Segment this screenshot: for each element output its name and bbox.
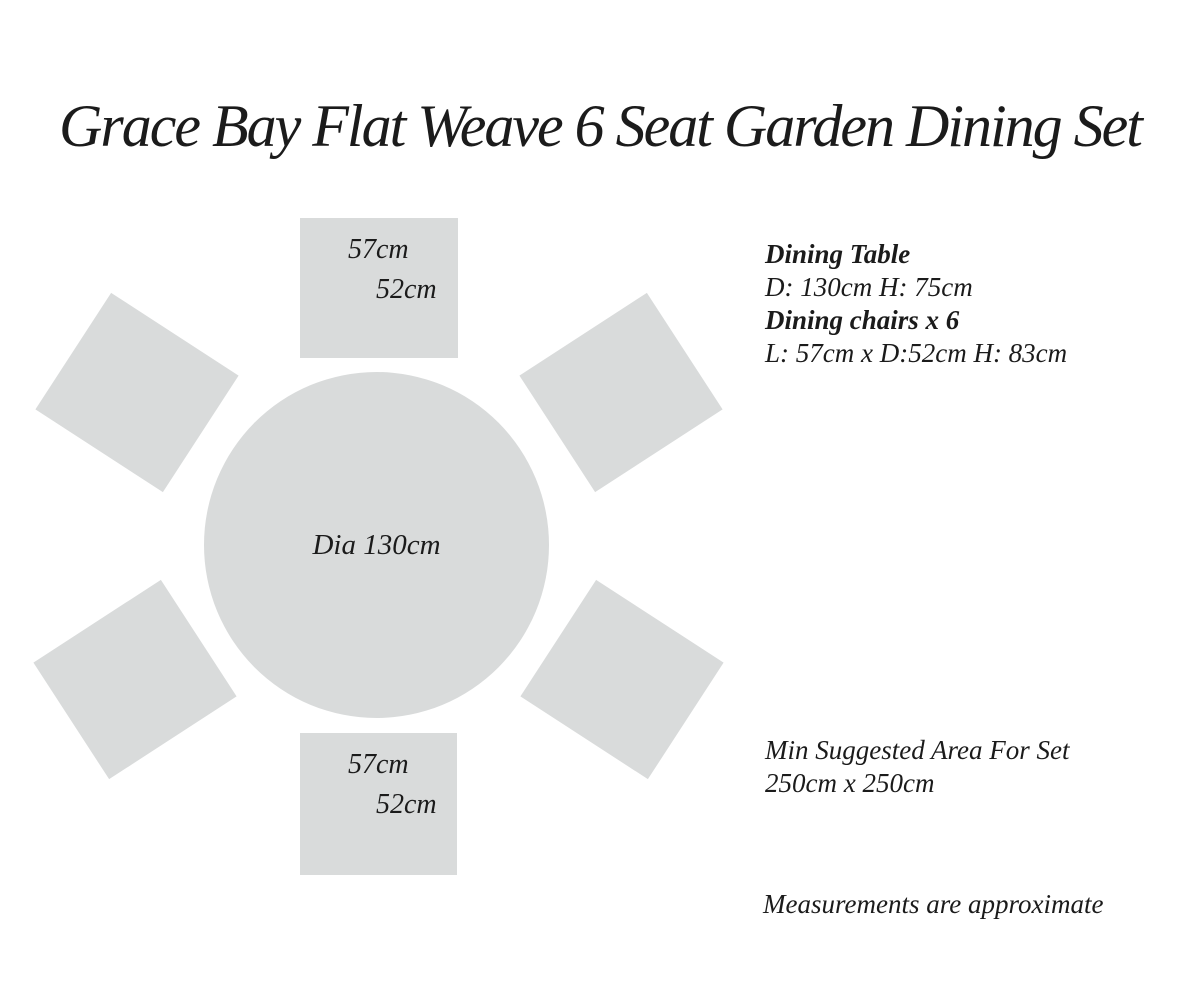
table-spec-dimensions: D: 130cm H: 75cm [765, 272, 973, 302]
chair-bottom-length-label: 57cm [348, 749, 409, 780]
chair-bottom-shape: 57cm 52cm [300, 733, 457, 875]
page-title: Grace Bay Flat Weave 6 Seat Garden Dinin… [59, 93, 1143, 159]
chair-bottom-left-shape [33, 579, 237, 780]
chairs-spec-dimensions: L: 57cm x D:52cm H: 83cm [765, 338, 1068, 368]
measurements-footnote: Measurements are approximate [763, 889, 1104, 919]
chair-top-left-shape [35, 292, 239, 493]
chair-top-right-shape [519, 292, 723, 493]
specifications-block: Dining Table D: 130cm H: 75cm Dining cha… [765, 238, 1067, 370]
chair-bottom-depth-label: 52cm [376, 789, 437, 820]
table-diameter-label: Dia 130cm [312, 528, 441, 561]
chair-top-length-label: 57cm [348, 234, 409, 265]
chair-bottom-right-shape [520, 579, 724, 780]
dining-table-shape: Dia 130cm [204, 372, 549, 718]
suggested-area-block: Min Suggested Area For Set 250cm x 250cm [765, 734, 1069, 800]
chairs-spec-heading: Dining chairs x 6 [765, 305, 960, 335]
table-spec-heading: Dining Table [765, 239, 911, 269]
chair-top-shape: 57cm 52cm [300, 218, 458, 358]
suggested-area-heading: Min Suggested Area For Set [765, 735, 1070, 765]
chair-top-depth-label: 52cm [376, 274, 437, 305]
suggested-area-dimensions: 250cm x 250cm [765, 768, 935, 798]
